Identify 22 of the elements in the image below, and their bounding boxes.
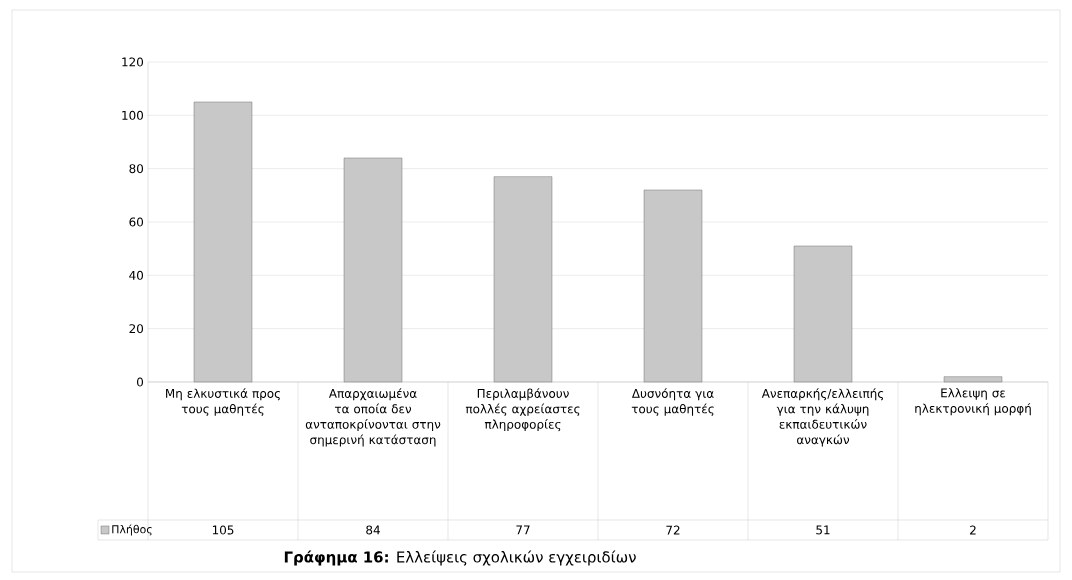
- bar: [943, 376, 1003, 383]
- y-tick-label: 20: [129, 324, 144, 334]
- y-tick-label: 100: [122, 110, 144, 120]
- data-label: 51: [816, 525, 830, 535]
- x-tick-label: Μη ελκυστικά προς τους μαθητές: [166, 388, 280, 416]
- data-label: 77: [516, 525, 530, 535]
- x-tick-label: Ελλειψη σε ηλεκτρονική μορφή: [915, 388, 1031, 416]
- y-tick-label: 40: [129, 270, 144, 280]
- legend-label: Πλήθος: [112, 524, 152, 536]
- x-tick-label: Περιλαμβάνουν πολλές αχρείαστες πληροφορίες: [465, 388, 580, 432]
- y-tick-label: 0: [137, 377, 144, 387]
- y-tick-label: 120: [122, 57, 144, 67]
- text: Γράφημα 16: Ελλείψεις σχολικών εγχειριδίων: [284, 550, 636, 566]
- x-tick-label: Δυσνόητα για τους μαθητές: [631, 388, 714, 416]
- data-label: 72: [666, 525, 680, 535]
- data-label: 105: [212, 525, 234, 535]
- x-tick-label: Απαρχαιωμένα τα οποία δεν ανταποκρίνονται στην σημερινή κατάσταση: [305, 388, 441, 447]
- data-label: 2: [970, 525, 976, 535]
- y-tick-label: 60: [129, 217, 144, 227]
- y-tick-label: 80: [129, 164, 144, 174]
- data-label: 84: [366, 525, 380, 535]
- x-tick-label: Ανεπαρκής/ελλειπής για την κάλυψη εκπαιδευτικών αναγκών: [761, 388, 884, 447]
